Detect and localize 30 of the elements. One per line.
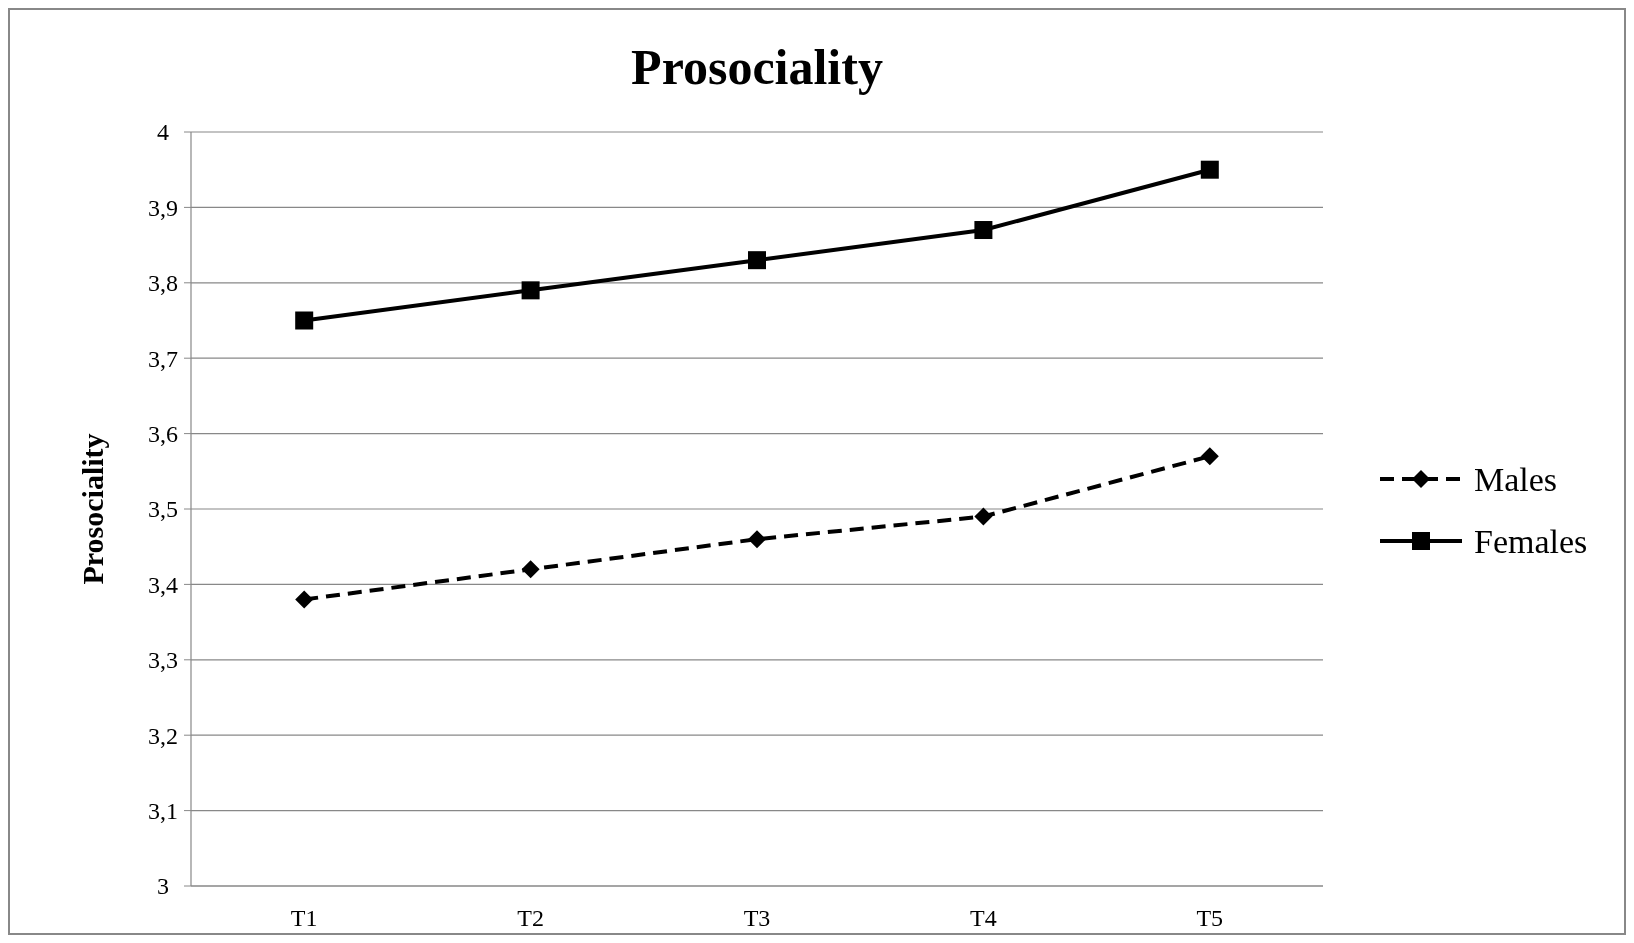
- x-tick-label: T3: [743, 905, 771, 931]
- point: [1200, 160, 1219, 179]
- x-tick-label: T1: [290, 905, 318, 931]
- y-tick-label: 3,7: [148, 345, 178, 372]
- y-tick-label: 3,5: [148, 496, 178, 523]
- legend-label: Males: [1474, 460, 1558, 498]
- x-tick-label: T5: [1196, 905, 1224, 931]
- point: [521, 281, 540, 300]
- y-tick-label: 3,3: [148, 647, 178, 674]
- point: [295, 311, 314, 330]
- point: [974, 221, 993, 240]
- x-tick-label: T2: [517, 905, 544, 931]
- point: [1200, 447, 1219, 466]
- point: [974, 507, 993, 526]
- point: [295, 590, 314, 609]
- y-tick-label: 3,8: [148, 270, 178, 297]
- y-tick-label: 3,2: [148, 722, 178, 749]
- y-tick-label: 3,1: [148, 798, 178, 824]
- point: [521, 560, 540, 579]
- chart-title: Prosociality: [631, 39, 883, 95]
- y-axis-title: Prosociality: [76, 433, 109, 585]
- x-tick-label: T4: [970, 905, 997, 931]
- y-tick-label: 3: [157, 873, 169, 900]
- legend-label: Females: [1474, 522, 1588, 560]
- point: [748, 530, 766, 549]
- y-tick-label: 3,9: [148, 194, 178, 221]
- point: [748, 251, 766, 270]
- y-tick-label: 3,6: [148, 421, 178, 447]
- y-tick-label: 4: [157, 119, 169, 146]
- y-tick-label: 3,4: [148, 571, 178, 598]
